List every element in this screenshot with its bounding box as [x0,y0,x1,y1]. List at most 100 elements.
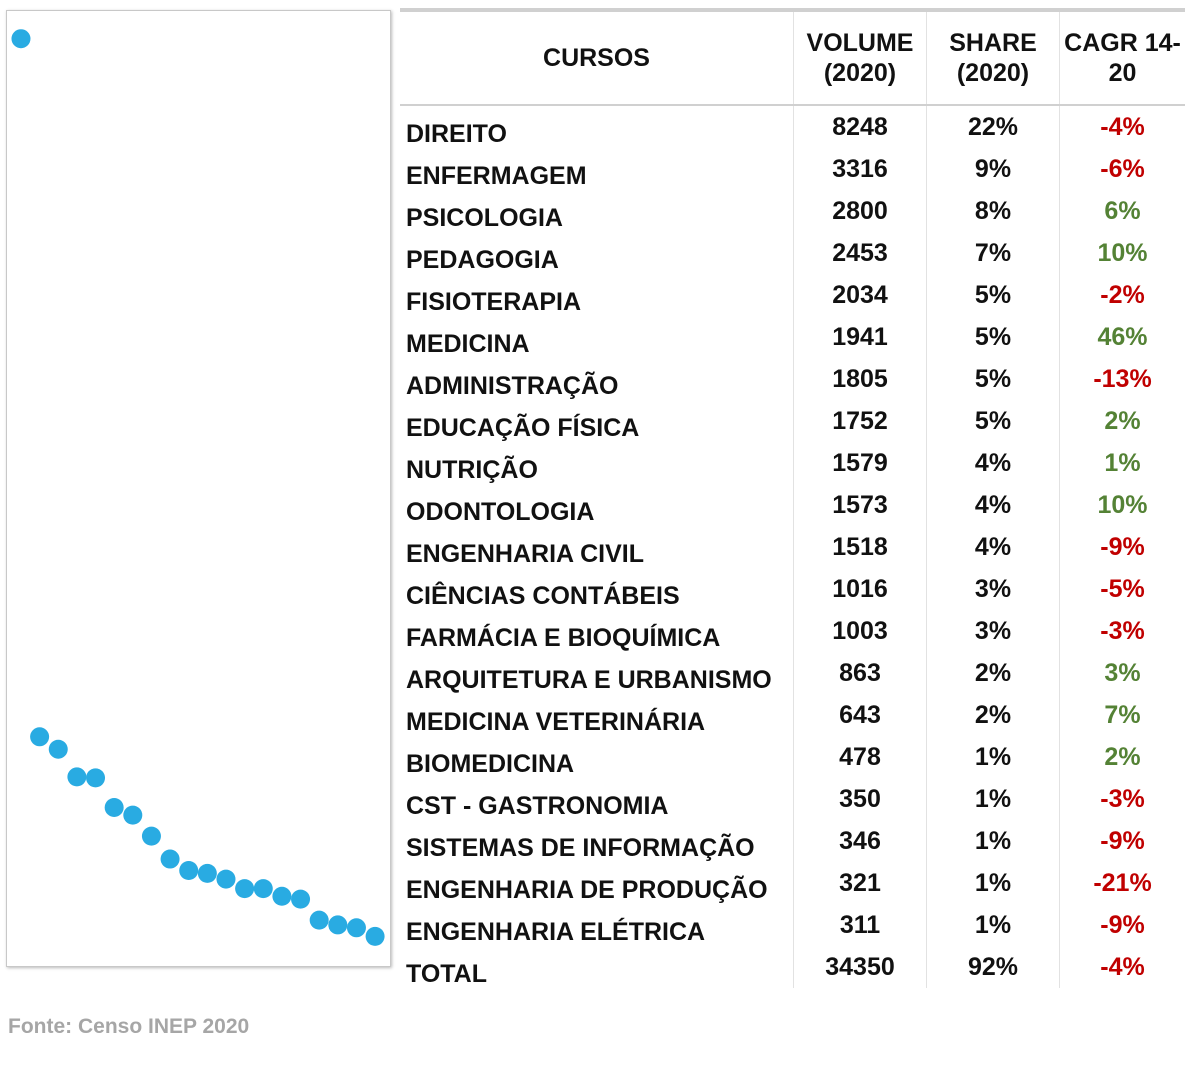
value-cell: 8% [926,190,1060,232]
value-cell: 22% [926,105,1060,148]
table-row: EDUCAÇÃO FÍSICA 1752 5% 2% [400,400,1185,442]
value-cell: 346 [793,820,927,862]
value-cell: 1% [926,778,1060,820]
course-cell: EDUCAÇÃO FÍSICA [406,414,640,442]
value-cell: 1016 [793,568,927,610]
point [253,879,273,899]
value-cell: 2% [1059,736,1185,778]
course-cell: PEDAGOGIA [406,246,559,274]
value-cell: 643 [793,694,927,736]
value-cell: 7% [1059,694,1185,736]
value-cell: 6% [1059,190,1185,232]
value-cell: -5% [1059,568,1185,610]
value-cell: 5% [926,400,1060,442]
value-cell: -13% [1059,358,1185,400]
header-row: CURSOS VOLUME (2020) SHARE (2020) CAGR 14-2… [400,8,1185,106]
value-cell: -3% [1059,778,1185,820]
course-cell: MEDICINA VETERINÁRIA [406,708,706,736]
course-cell: TOTAL [406,960,488,988]
point [160,849,180,869]
table-row: CIÊNCIAS CONTÁBEIS 1016 3% -5% [400,568,1185,610]
table-row: ENFERMAGEM 3316 9% -6% [400,148,1185,190]
value-cell: 5% [926,358,1060,400]
table-row: NUTRIÇÃO 1579 4% 1% [400,442,1185,484]
course-cell: ENGENHARIA CIVIL [406,540,644,568]
value-cell: 2% [926,694,1060,736]
course-cell: MEDICINA [406,330,530,358]
value-cell: 2800 [793,190,927,232]
header-cell: VOLUME (2020) [793,8,927,106]
value-cell: 9% [926,148,1060,190]
value-cell: 1% [926,904,1060,946]
point [291,889,311,909]
table-body: DIREITO 8248 22% -4% ENFERMAGEM 3316 9% -6% PSIC… [400,105,1185,988]
value-cell: 2% [1059,400,1185,442]
value-cell: 1% [926,820,1060,862]
point [86,768,106,788]
point [179,861,199,880]
value-cell: -4% [1059,946,1185,988]
value-cell: 3% [1059,652,1185,694]
point [48,739,68,759]
table-row: DIREITO 8248 22% -4% [400,105,1185,148]
value-cell: 1518 [793,526,927,568]
course-cell: CST - GASTRONOMIA [406,792,669,820]
value-cell: 1579 [793,442,927,484]
value-cell: -2% [1059,274,1185,316]
point [197,863,217,883]
table-row: FISIOTERAPIA 2034 5% -2% [400,274,1185,316]
point [123,805,143,825]
value-cell: 350 [793,778,927,820]
value-cell: 92% [926,946,1060,988]
value-cell: 1% [926,862,1060,904]
value-cell: 3% [926,610,1060,652]
value-cell: 7% [926,232,1060,274]
value-cell: -9% [1059,820,1185,862]
table-row: MEDICINA 1941 5% 46% [400,316,1185,358]
table-row: ENGENHARIA DE PRODUÇÃO 321 1% -21% [400,862,1185,904]
point [141,826,161,846]
value-cell: 5% [926,274,1060,316]
value-cell: 10% [1059,232,1185,274]
point [67,767,87,787]
value-cell: 1% [1059,442,1185,484]
value-cell: -9% [1059,904,1185,946]
header-cell: CURSOS [400,8,794,106]
table-row: PSICOLOGIA 2800 8% 6% [400,190,1185,232]
table-row: TOTAL 34350 92% -4% [400,946,1185,988]
value-cell: 2453 [793,232,927,274]
value-cell: 478 [793,736,927,778]
table-row: BIOMEDICINA 478 1% 2% [400,736,1185,778]
value-cell: 1% [926,736,1060,778]
value-cell: -3% [1059,610,1185,652]
value-cell: 5% [926,316,1060,358]
value-cell: 1573 [793,484,927,526]
point [365,926,385,946]
point [30,727,50,747]
value-cell: 34350 [793,946,927,988]
value-cell: 1805 [793,358,927,400]
course-cell: CIÊNCIAS CONTÁBEIS [406,582,680,610]
table-row: ARQUITETURA E URBANISMO 863 2% 3% [400,652,1185,694]
point [309,910,329,930]
value-cell: 1941 [793,316,927,358]
point [216,869,236,889]
value-cell: 8248 [793,105,927,148]
course-cell: DIREITO [406,120,507,148]
course-cell: ODONTOLOGIA [406,498,595,526]
point [328,915,348,935]
table-row: MEDICINA VETERINÁRIA 643 2% 7% [400,694,1185,736]
value-cell: 46% [1059,316,1185,358]
header-cell: SHARE (2020) [926,8,1060,106]
value-cell: 1003 [793,610,927,652]
value-cell: -4% [1059,105,1185,148]
course-cell: PSICOLOGIA [406,204,563,232]
course-cell: ENGENHARIA DE PRODUÇÃO [406,876,768,904]
scatter-chart [6,10,391,967]
value-cell: 4% [926,442,1060,484]
table-row: FARMÁCIA E BIOQUÍMICA 1003 3% -3% [400,610,1185,652]
table-row: PEDAGOGIA 2453 7% 10% [400,232,1185,274]
value-cell: 2% [926,652,1060,694]
point [235,879,255,899]
value-cell: 4% [926,526,1060,568]
